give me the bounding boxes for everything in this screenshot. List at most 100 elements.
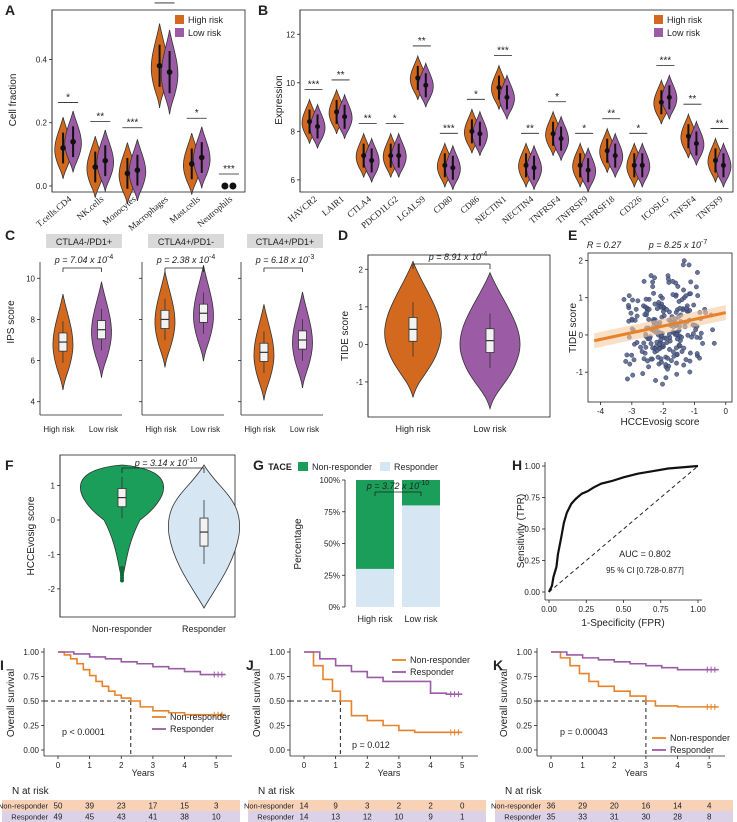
legend-high: High risk <box>188 15 224 25</box>
scatter-point <box>695 293 701 299</box>
axis-y-tick-label: 10 <box>286 79 295 88</box>
scatter-point <box>669 358 674 364</box>
scatter-point <box>670 349 676 355</box>
median-low-8 <box>531 165 537 171</box>
scatter-point <box>687 350 693 356</box>
risk-table-cell: 39 <box>85 802 94 811</box>
scatter-point <box>648 341 654 346</box>
scatter-point <box>648 273 654 279</box>
y-axis-title: Overall survival <box>499 669 510 737</box>
axis-y-tick-label: 0.75 <box>269 673 285 682</box>
correlation-r: R = 0.27 <box>587 240 622 250</box>
axis-y-tick-label: 0.2 <box>36 119 48 128</box>
risk-table-cell: 14 <box>673 802 682 811</box>
median-low-14 <box>693 140 699 146</box>
axis-y-tick-label: 25% <box>324 571 340 580</box>
scatter-point <box>648 356 654 362</box>
risk-table-cell: 10 <box>212 813 221 822</box>
scatter-point <box>657 346 663 352</box>
risk-table-cell: 9 <box>428 813 433 822</box>
x-axis-title: HCCEvosig score <box>621 417 700 428</box>
p-value: p = 7.04 x 10-4 <box>54 254 114 265</box>
scatter-point <box>660 341 666 347</box>
p-value-exponent: -7 <box>701 239 707 246</box>
risk-table-cell: 1 <box>460 813 465 822</box>
p-value: p = 3.72 x 10-10 <box>366 480 430 491</box>
scatter-point <box>633 306 639 312</box>
scatter-point <box>653 378 658 383</box>
scatter-point <box>661 313 667 319</box>
axis-y-tick-label: 100% <box>320 476 340 485</box>
median-high-1 <box>334 109 340 115</box>
scatter-point <box>639 349 645 354</box>
axis-y-tick-label: 0.25 <box>23 722 39 731</box>
legend-responder: Responder <box>410 667 454 677</box>
sig-5: *** <box>223 164 235 175</box>
scatter-point <box>663 335 669 341</box>
median-high-2 <box>361 153 367 159</box>
scatter-point <box>679 334 685 340</box>
risk-table-cell: 14 <box>300 813 309 822</box>
panel-label-A: A <box>5 2 15 18</box>
p-value-exponent: -4 <box>209 254 215 261</box>
scatter-point <box>687 358 693 364</box>
legend-responder: Responder <box>394 462 438 472</box>
p-value: p = 2.38 x 10-4 <box>156 254 216 265</box>
axis-x-tick-label: 0.25 <box>578 605 594 614</box>
scatter-point <box>624 352 630 358</box>
sig-10: * <box>582 123 586 134</box>
panel-label-E: E <box>568 227 577 243</box>
scatter-point <box>621 297 627 302</box>
x-axis-title: Years <box>132 768 155 778</box>
median-high-12 <box>631 162 637 168</box>
panel-label-F: F <box>5 457 14 473</box>
axis-x-tick-label: 0 <box>549 761 554 770</box>
p-value-exponent: -10 <box>419 480 429 487</box>
axis-y-tick-label: 1.00 <box>23 648 39 657</box>
y-axis-title: Sensitivity (TPR) <box>516 494 527 568</box>
axis-y-tick-label: 0.00 <box>269 746 285 755</box>
axis-y-tick-label: 0.00 <box>516 746 532 755</box>
auc-label: AUC = 0.802 <box>619 549 671 559</box>
sig-12: * <box>636 123 640 134</box>
facet-strip <box>247 234 323 248</box>
axis-x-tick-label: 2 <box>365 761 370 770</box>
plot-frame <box>587 252 733 403</box>
scatter-point <box>674 351 680 357</box>
scatter-point <box>641 356 647 362</box>
legend-swatch-nonresponder <box>298 462 308 471</box>
axis-x-tick-label: -4 <box>597 407 605 416</box>
risk-table-cell: 10 <box>394 813 403 822</box>
scatter-point <box>674 332 680 337</box>
axis-y-tick-label: 0.75 <box>23 673 39 682</box>
panel-label-B: B <box>258 2 268 18</box>
median-low-1 <box>342 114 348 120</box>
scatter-point <box>625 376 630 382</box>
sig-6: * <box>474 89 478 100</box>
axis-x-tick-label: 3 <box>644 761 649 770</box>
median-low-10 <box>585 167 591 173</box>
x-tick-label: NK.cells <box>75 194 106 222</box>
scatter-point <box>638 344 643 350</box>
risk-table-title: N at risk <box>258 786 296 797</box>
median-high-5 <box>221 182 229 190</box>
fit-line <box>593 311 727 343</box>
median-low-15 <box>720 162 726 168</box>
bar-responder-1 <box>402 505 440 607</box>
axis-y-tick-label: 8 <box>31 315 36 324</box>
axis-y-tick-label: 0.50 <box>269 697 285 706</box>
p-value-exponent: -4 <box>481 251 487 258</box>
y-axis-title: Cell fraction <box>8 74 19 127</box>
scatter-point <box>641 278 647 284</box>
axis-y-tick-label: 0.75 <box>516 673 532 682</box>
axis-y-tick-label: 8 <box>291 127 296 136</box>
risk-table-row-bg <box>2 800 240 811</box>
p-value-base: p = 3.14 x 10 <box>134 458 187 468</box>
ci-label: 95 % CI [0.728-0.877] <box>606 566 684 575</box>
median-high-4 <box>415 75 421 81</box>
sig-8: ** <box>526 123 534 134</box>
scatter-point <box>676 299 682 304</box>
sig-4: ** <box>418 36 426 47</box>
facet-title: CTLA4-/PD1+ <box>56 237 112 247</box>
x-tick-label: Low risk <box>89 425 119 434</box>
